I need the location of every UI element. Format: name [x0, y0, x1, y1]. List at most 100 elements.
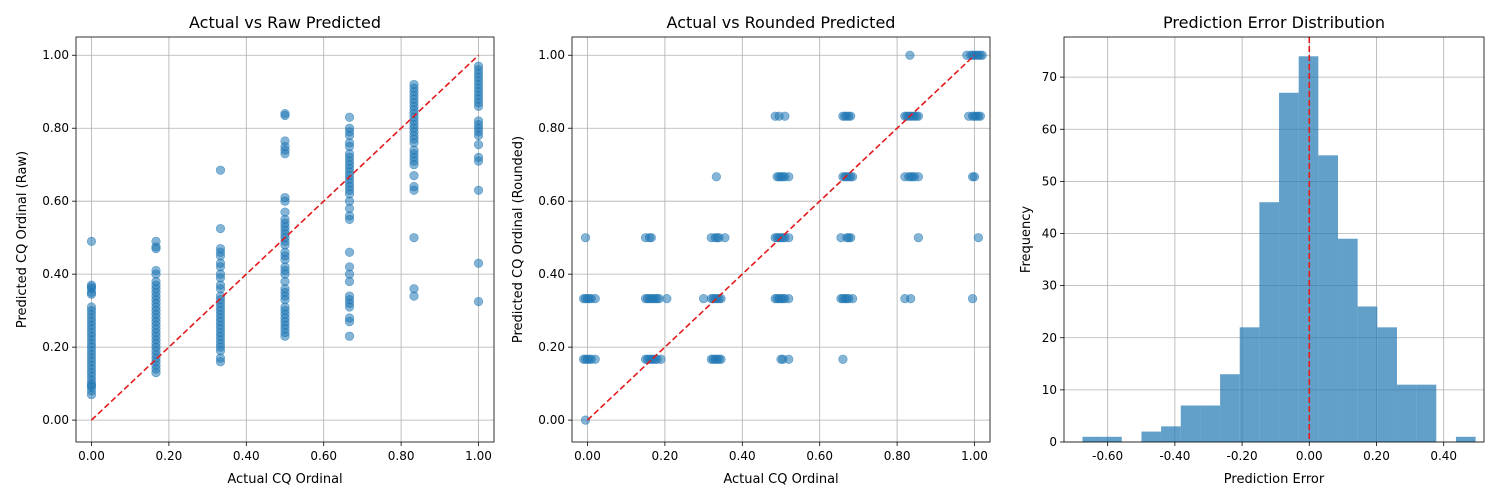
- scatter-raw-x-axis-label: Actual CQ Ordinal: [227, 472, 342, 487]
- scatter-rounded-title: Actual vs Rounded Predicted: [667, 13, 896, 32]
- scatter-raw-point: [473, 101, 484, 111]
- scatter-rounded-y-tick-label: 0.20: [538, 340, 565, 354]
- scatter-rounded-point: [784, 233, 794, 243]
- scatter-rounded-y-tick-label: 1.00: [538, 48, 565, 62]
- error-histogram-y-tick-label: 30: [1042, 279, 1057, 293]
- error-histogram-x-tick-label: -0.20: [1227, 449, 1258, 463]
- error-histogram-bar: [1279, 92, 1299, 442]
- scatter-raw-point: [473, 156, 484, 166]
- scatter-rounded-point: [646, 233, 656, 243]
- scatter-rounded-y-tick-label: 0.00: [538, 413, 565, 427]
- scatter-raw-x-tick-label: 0.60: [310, 449, 337, 463]
- error-histogram-title: Prediction Error Distribution: [1163, 13, 1385, 32]
- scatter-raw-x-tick-label: 0.80: [388, 449, 415, 463]
- error-histogram-bar: [1259, 202, 1280, 442]
- scatter-raw-point: [280, 331, 290, 341]
- error-histogram-plot-frame: [1063, 36, 1485, 443]
- scatter-rounded-point: [913, 111, 923, 121]
- scatter-raw-point: [409, 185, 419, 195]
- scatter-rounded-point: [698, 294, 709, 304]
- scatter-raw-point: [215, 357, 226, 367]
- scatter-raw-title: Actual vs Raw Predicted: [189, 13, 381, 32]
- scatter-raw-y-axis-label: Predicted CQ Ordinal (Raw): [15, 151, 30, 328]
- error-histogram-y-tick-label: 40: [1042, 227, 1057, 241]
- error-histogram-x-tick-label: 0.40: [1430, 449, 1457, 463]
- scatter-raw-x-tick-label: 0.00: [78, 449, 105, 463]
- scatter-raw-x-tick-label: 1.00: [465, 449, 492, 463]
- scatter-raw-point: [409, 233, 419, 243]
- error-histogram-y-tick-label: 50: [1042, 174, 1057, 188]
- scatter-rounded-point: [720, 233, 730, 243]
- scatter-raw-point: [151, 368, 161, 378]
- scatter-raw-point: [409, 291, 419, 301]
- scatter-rounded-point: [580, 233, 591, 243]
- scatter-rounded-plot-frame: [571, 36, 991, 443]
- scatter-rounded-point: [905, 50, 915, 60]
- scatter-raw-panel: 0.00 0.20 0.40 0.60 0.80 1.00 0.00 0.20 0.40 0.60…: [15, 13, 495, 487]
- scatter-rounded-point: [662, 294, 672, 304]
- error-histogram-y-tick-label: 60: [1042, 122, 1057, 136]
- scatter-raw-point: [473, 185, 484, 195]
- scatter-rounded-x-tick-label: 0.60: [806, 449, 833, 463]
- scatter-rounded-x-tick-label: 0.00: [574, 449, 601, 463]
- scatter-rounded-x-tick-label: 1.00: [961, 449, 988, 463]
- error-histogram-bar: [1318, 155, 1339, 442]
- scatter-rounded-x-tick-label: 0.20: [652, 449, 679, 463]
- scatter-rounded-point: [711, 172, 721, 182]
- scatter-rounded-point: [977, 50, 987, 60]
- scatter-rounded-point: [784, 294, 794, 304]
- scatter-rounded-identity-line: [586, 54, 976, 421]
- scatter-rounded-point: [784, 354, 794, 364]
- error-histogram-bar: [1396, 384, 1417, 442]
- scatter-raw-point: [344, 112, 355, 122]
- scatter-rounded-points: [579, 50, 987, 425]
- scatter-rounded-point: [580, 415, 591, 425]
- scatter-raw-point: [344, 316, 355, 327]
- error-histogram-bar: [1455, 436, 1476, 442]
- scatter-rounded-point: [973, 233, 983, 243]
- error-histogram-y-tick-label: 10: [1042, 383, 1057, 397]
- scatter-rounded-point: [846, 111, 856, 121]
- scatter-rounded-point: [716, 294, 726, 304]
- scatter-raw-x-tick-label: 0.20: [156, 449, 183, 463]
- error-histogram-y-tick-label: 20: [1042, 331, 1057, 345]
- scatter-rounded-panel: 0.00 0.20 0.40 0.60 0.80 1.00 0.00 0.20 0.40 0.60…: [511, 13, 991, 487]
- scatter-raw-y-tick-label: 0.60: [42, 194, 69, 208]
- scatter-rounded-point: [913, 172, 923, 182]
- scatter-raw-y-tick-label: 0.20: [42, 340, 69, 354]
- error-histogram-bar: [1357, 306, 1378, 442]
- scatter-rounded-point: [906, 294, 916, 304]
- error-histogram-y-tick-label: 70: [1042, 70, 1057, 84]
- error-histogram-bar: [1377, 327, 1397, 442]
- scatter-raw-point: [473, 140, 484, 150]
- scatter-raw-y-tick-label: 0.80: [42, 121, 69, 135]
- scatter-raw-point: [473, 130, 484, 141]
- scatter-rounded-point: [913, 233, 923, 243]
- error-histogram-bar: [1239, 327, 1260, 442]
- scatter-raw-point: [215, 223, 226, 234]
- scatter-raw-x-tick-label: 0.40: [233, 449, 260, 463]
- scatter-raw-y-tick-label: 1.00: [42, 48, 69, 62]
- scatter-raw-point: [344, 331, 355, 341]
- error-histogram-bar: [1102, 436, 1122, 442]
- scatter-raw-point: [344, 214, 355, 225]
- scatter-rounded-grid: [572, 37, 990, 442]
- scatter-raw-ticks: 0.00 0.20 0.40 0.60 0.80 1.00 0.00 0.20 0.40 0.60…: [42, 48, 492, 463]
- scatter-rounded-point: [846, 233, 856, 243]
- scatter-raw-y-tick-label: 0.00: [42, 413, 69, 427]
- scatter-rounded-point: [716, 354, 726, 364]
- scatter-rounded-point: [590, 354, 600, 364]
- scatter-rounded-point: [975, 111, 985, 121]
- error-histogram-x-tick-label: 0.20: [1363, 449, 1390, 463]
- scatter-raw-point: [344, 276, 355, 287]
- error-histogram-bar: [1220, 374, 1240, 442]
- error-histogram-bar: [1082, 436, 1103, 442]
- error-histogram-x-tick-label: -0.60: [1092, 449, 1123, 463]
- error-histogram-y-tick-label: 0: [1049, 435, 1057, 449]
- scatter-raw-point: [280, 110, 290, 121]
- error-histogram-x-axis-label: Prediction Error: [1224, 472, 1325, 487]
- error-histogram-x-tick-label: 0.00: [1296, 449, 1323, 463]
- scatter-rounded-point: [780, 111, 790, 121]
- scatter-raw-identity-line: [90, 54, 480, 421]
